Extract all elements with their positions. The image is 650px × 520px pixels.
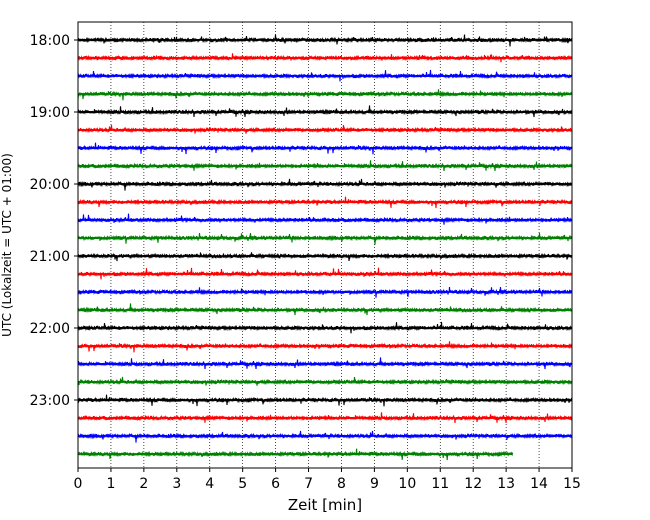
seismic-trace [77,213,573,225]
x-tick-label: 11 [431,476,449,492]
plot-frame [77,21,573,469]
x-tick-label: 12 [464,476,482,492]
x-axis-title: Zeit [min] [288,496,362,514]
seismic-trace [77,142,573,155]
seismic-trace [77,105,573,118]
seismic-trace [77,321,573,334]
x-tick-label: 1 [106,476,115,492]
seismic-trace [77,267,573,280]
y-axis-title: UTC (Lokalzeit = UTC + 01:00) [0,153,14,337]
y-tick-label: 21:00 [30,249,70,265]
seismic-trace [77,341,573,353]
seismic-trace [77,232,573,245]
x-tick-label: 6 [271,476,280,492]
x-tick-label: 2 [139,476,148,492]
seismic-trace [77,160,573,172]
x-tick-label: 3 [172,476,181,492]
seismic-trace [77,357,573,370]
x-tick-label: 13 [497,476,515,492]
x-tick-label: 5 [238,476,247,492]
seismic-trace [77,286,573,298]
seismic-trace [77,430,573,443]
seismic-trace [77,376,573,386]
grid-lines [110,22,540,468]
seismic-trace [77,412,573,424]
seismic-trace [77,303,573,316]
x-tick-label: 7 [304,476,313,492]
seismic-trace [77,252,573,262]
x-tick-label: 8 [337,476,346,492]
trace-group [77,34,573,461]
x-tick-label: 10 [398,476,416,492]
x-tick-label: 14 [530,476,548,492]
x-tick-label: 15 [563,476,581,492]
x-tick-label: 0 [74,476,83,492]
x-tick-label: 9 [370,476,379,492]
y-tick-label: 18:00 [30,33,70,49]
y-tick-label: 20:00 [30,177,70,193]
seismic-trace [77,69,573,82]
seismic-trace [77,34,573,47]
seismic-trace [77,53,573,63]
x-tick-label: 4 [205,476,214,492]
y-tick-label: 19:00 [30,105,70,121]
seismic-trace [77,178,573,191]
y-tick-label: 22:00 [30,321,70,337]
seismic-trace [77,394,573,407]
y-tick-label: 23:00 [30,393,70,409]
seismic-trace [77,89,573,101]
axis-ticks: 0 1 2 3 4 5 6 7 8 9 10 11 12 13 14 1518:0019:0020:0021:… [30,33,581,492]
seismic-trace [77,196,573,209]
seismic-trace [77,124,573,134]
seismic-trace [77,448,514,461]
